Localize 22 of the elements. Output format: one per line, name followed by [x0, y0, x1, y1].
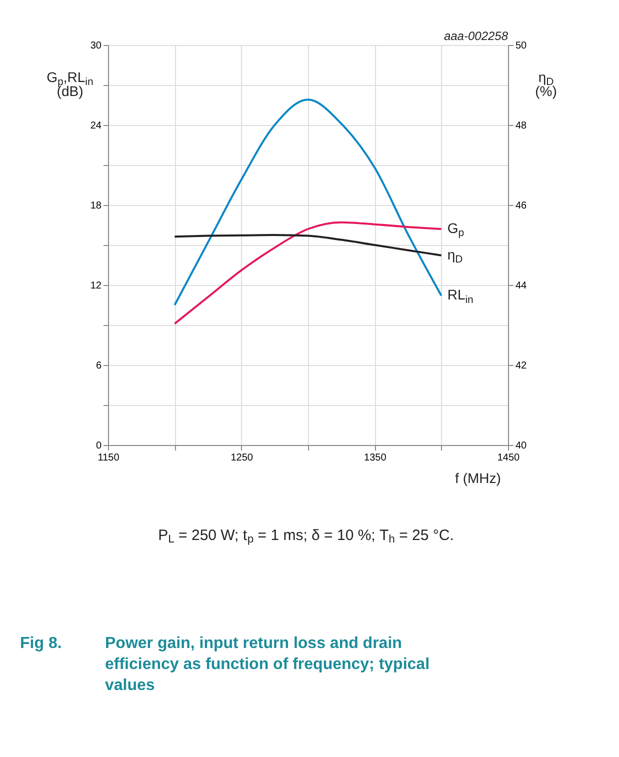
- y-tick-label: 12: [90, 280, 102, 292]
- y2-tick-label: 48: [516, 120, 528, 132]
- x-axis-title: f (MHz): [455, 470, 501, 486]
- y2-tick-label: 42: [516, 360, 528, 372]
- line-series: [174, 98, 442, 306]
- line-series: [174, 221, 442, 325]
- y-tick-label: 6: [96, 360, 102, 372]
- text: aaa-002258: [444, 29, 508, 43]
- y2-tick-label: 44: [516, 280, 528, 292]
- chart-title: Fig 8. Power gain, input return loss and drain efficiency as function of frequency; typical values: [20, 635, 430, 694]
- y-tick-label: 18: [90, 200, 102, 212]
- x-tick-label: 1250: [230, 452, 254, 464]
- x-tick-label: 1450: [497, 452, 520, 464]
- y-tick-label: 0: [96, 440, 102, 452]
- y2-tick-label: 40: [516, 440, 528, 452]
- y2-tick-label: 46: [516, 200, 528, 212]
- y-tick-label: 24: [90, 120, 102, 132]
- line-series: [174, 234, 442, 256]
- x-tick-label: 1350: [364, 452, 387, 464]
- y2-tick-label: 50: [516, 40, 528, 52]
- y-tick-label: 30: [90, 40, 102, 52]
- x-tick-label: 1150: [98, 452, 120, 464]
